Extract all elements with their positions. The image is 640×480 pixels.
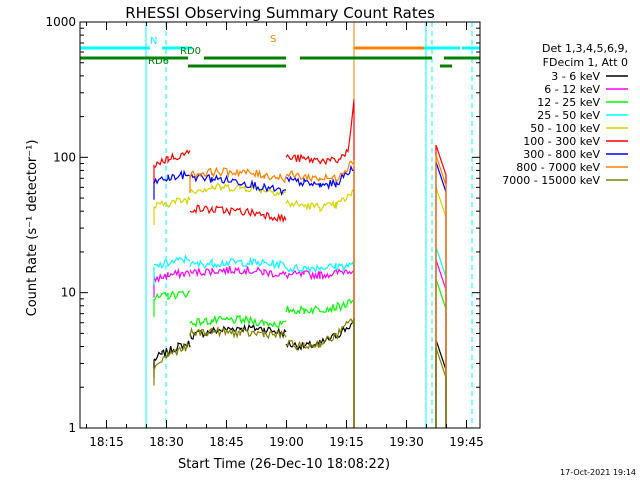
x-tick-label-1: 18:30 bbox=[149, 435, 184, 449]
legend-entry-1: 6 - 12 keV bbox=[544, 83, 600, 96]
y-axis-label: Count Rate (s⁻¹ detector⁻¹) bbox=[25, 140, 40, 317]
x-tick-label-6: 19:45 bbox=[449, 435, 484, 449]
y-tick-label-3: 1000 bbox=[45, 15, 76, 29]
flag-label-s: S bbox=[270, 34, 276, 45]
flag-label-rd0: RD0 bbox=[180, 46, 201, 57]
legend-entry-2: 12 - 25 keV bbox=[537, 96, 600, 109]
y-tick-label-2: 100 bbox=[53, 150, 76, 164]
legend-header-2: FDecim 1, Att 0 bbox=[543, 56, 628, 69]
series-line-5 bbox=[153, 99, 447, 428]
date-stamp: 17-Oct-2021 19:14 bbox=[560, 468, 636, 477]
series-line-0 bbox=[153, 319, 447, 428]
legend-entry-7: 800 - 7000 keV bbox=[516, 161, 600, 174]
legend-header-1: Det 1,3,4,5,6,9, bbox=[542, 42, 628, 55]
x-tick-label-4: 19:15 bbox=[329, 435, 364, 449]
flag-label-n: N bbox=[150, 36, 157, 47]
x-tick-label-5: 19:30 bbox=[389, 435, 424, 449]
axes: 1 10 100 1000 18:15 18:30 18:45 19:00 19:15 19:30… bbox=[45, 15, 483, 449]
series-line-6 bbox=[153, 161, 447, 428]
plot-frame bbox=[79, 21, 481, 429]
series-line-2 bbox=[153, 278, 447, 428]
y-tick-label-1: 10 bbox=[61, 286, 76, 300]
legend-entry-4: 50 - 100 keV bbox=[530, 122, 600, 135]
series-line-8 bbox=[153, 318, 447, 428]
x-axis-label: Start Time (26-Dec-10 18:08:22) bbox=[178, 457, 390, 472]
x-tick-label-3: 19:00 bbox=[269, 435, 304, 449]
legend-entry-0: 3 - 6 keV bbox=[551, 70, 600, 83]
series-line-7 bbox=[189, 155, 447, 428]
legend-entry-6: 300 - 800 keV bbox=[523, 148, 600, 161]
plot-area: N S RD0 RD6 bbox=[79, 22, 480, 428]
y-tick-label-0: 1 bbox=[68, 421, 76, 435]
legend-entry-3: 25 - 50 keV bbox=[537, 109, 600, 122]
series-line-3 bbox=[153, 246, 447, 428]
x-tick-label-0: 18:15 bbox=[89, 435, 124, 449]
chart-title: RHESSI Observing Summary Count Rates bbox=[125, 4, 435, 22]
legend-entry-8: 7000 - 15000 keV bbox=[502, 174, 600, 187]
series-line-1 bbox=[153, 259, 447, 428]
x-tick-label-2: 18:45 bbox=[209, 435, 244, 449]
legend-entry-5: 100 - 300 keV bbox=[523, 135, 600, 148]
flag-label-rd6: RD6 bbox=[148, 56, 169, 67]
series-line-4 bbox=[153, 182, 447, 428]
